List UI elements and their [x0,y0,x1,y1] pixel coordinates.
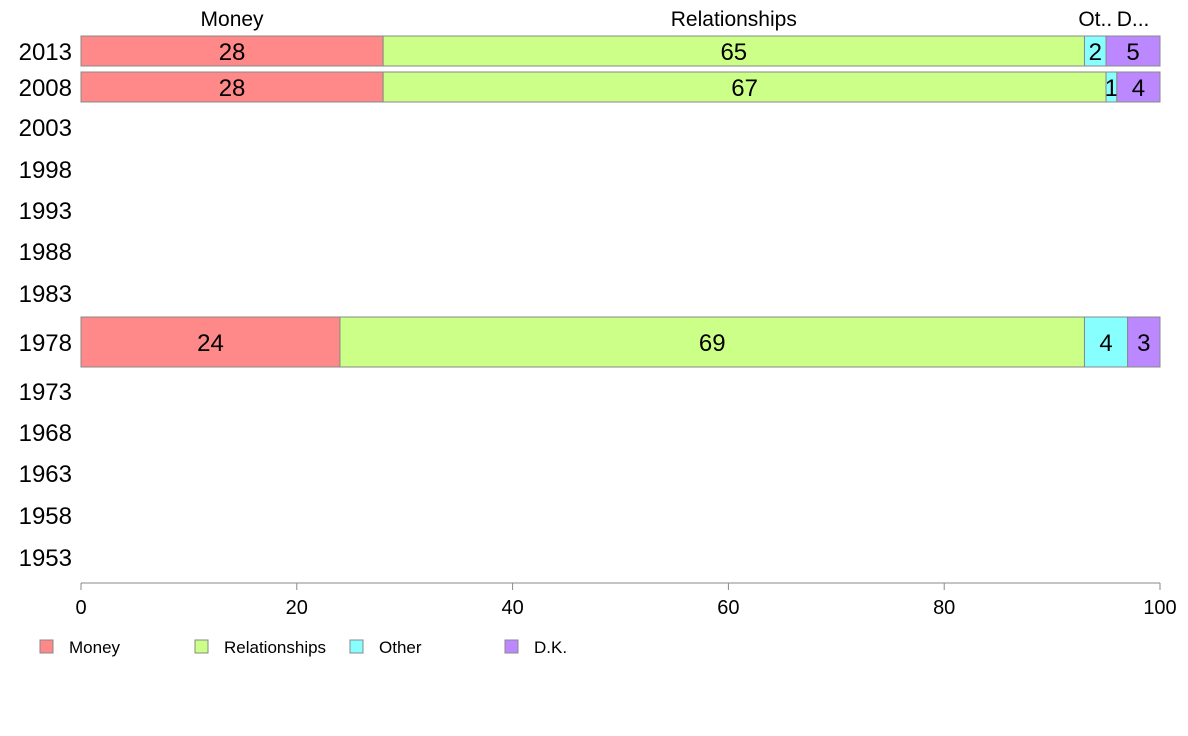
year-label-1953: 1953 [19,545,72,572]
data-label-1978-relationships: 69 [699,330,726,357]
column-header-2: Ot.. [1078,8,1112,31]
legend-label-dk: D.K. [534,638,567,657]
x-axis: 0 20 40 60 80 100 [75,582,1177,619]
data-label-2008-money: 28 [219,75,246,102]
x-tick-label-80: 80 [933,597,955,619]
year-label-2013: 2013 [19,39,72,66]
year-label-1968: 1968 [19,420,72,447]
year-label-1963: 1963 [19,461,72,488]
year-label-1973: 1973 [19,379,72,406]
data-label-2013-other: 2 [1089,39,1102,66]
x-tick-label-40: 40 [501,597,523,619]
year-label-1983: 1983 [19,281,72,308]
data-label-2008-dk: 4 [1132,75,1145,102]
bar-segment-2013-relationships [382,35,1085,67]
data-label-1978-other: 4 [1099,330,1112,357]
x-tick-label-100: 100 [1143,597,1176,619]
year-label-1998: 1998 [19,157,72,184]
year-label-2008: 2008 [19,75,72,102]
legend-label-other: Other [379,638,422,657]
year-labels: 2013 2008 2003 1998 1993 1988 1983 1978 1973 1968… [19,39,72,572]
x-tick-label-60: 60 [717,597,739,619]
legend-swatch-relationships [194,639,209,654]
x-tick-label-20: 20 [286,597,308,619]
column-header-3: D... [1117,8,1150,31]
bar-segment-1978-dk [1127,316,1161,368]
bar-segment-2008-money [80,71,384,103]
legend-label-money: Money [69,638,121,657]
year-label-2003: 2003 [19,115,72,142]
legend: Money Relationships Other D.K. [39,638,567,657]
bar-segment-2013-money [80,35,384,67]
year-label-1958: 1958 [19,503,72,530]
data-label-1978-dk: 3 [1137,330,1150,357]
year-label-1993: 1993 [19,198,72,225]
legend-swatch-dk [504,639,519,654]
bar-segment-2008-relationships [382,71,1107,103]
data-label-2008-other: 1 [1105,75,1118,102]
legend-swatch-money [39,639,54,654]
bar-segment-2008-dk [1116,71,1161,103]
bar-segment-1978-other [1083,316,1129,368]
data-label-2013-money: 28 [219,39,246,66]
column-header-1: Relationships [671,8,797,31]
column-header-0: Money [201,8,265,31]
legend-swatch-other [349,639,364,654]
x-tick-label-0: 0 [75,597,86,619]
legend-label-relationships: Relationships [224,638,326,657]
data-label-2013-relationships: 65 [720,39,747,66]
bar-segment-1978-relationships [339,316,1085,368]
column-headers: Money Relationships Ot.. D... [201,8,1150,31]
data-label-1978-money: 24 [197,330,224,357]
data-label-2008-relationships: 67 [731,75,758,102]
year-label-1978: 1978 [19,330,72,357]
bar-segment-2013-dk [1105,35,1161,67]
bars: 28 65 2 528 67 1 424 69 4 3 [80,35,1161,368]
bar-segment-1978-money [80,316,341,368]
year-label-1988: 1988 [19,239,72,266]
data-label-2013-dk: 5 [1126,39,1139,66]
